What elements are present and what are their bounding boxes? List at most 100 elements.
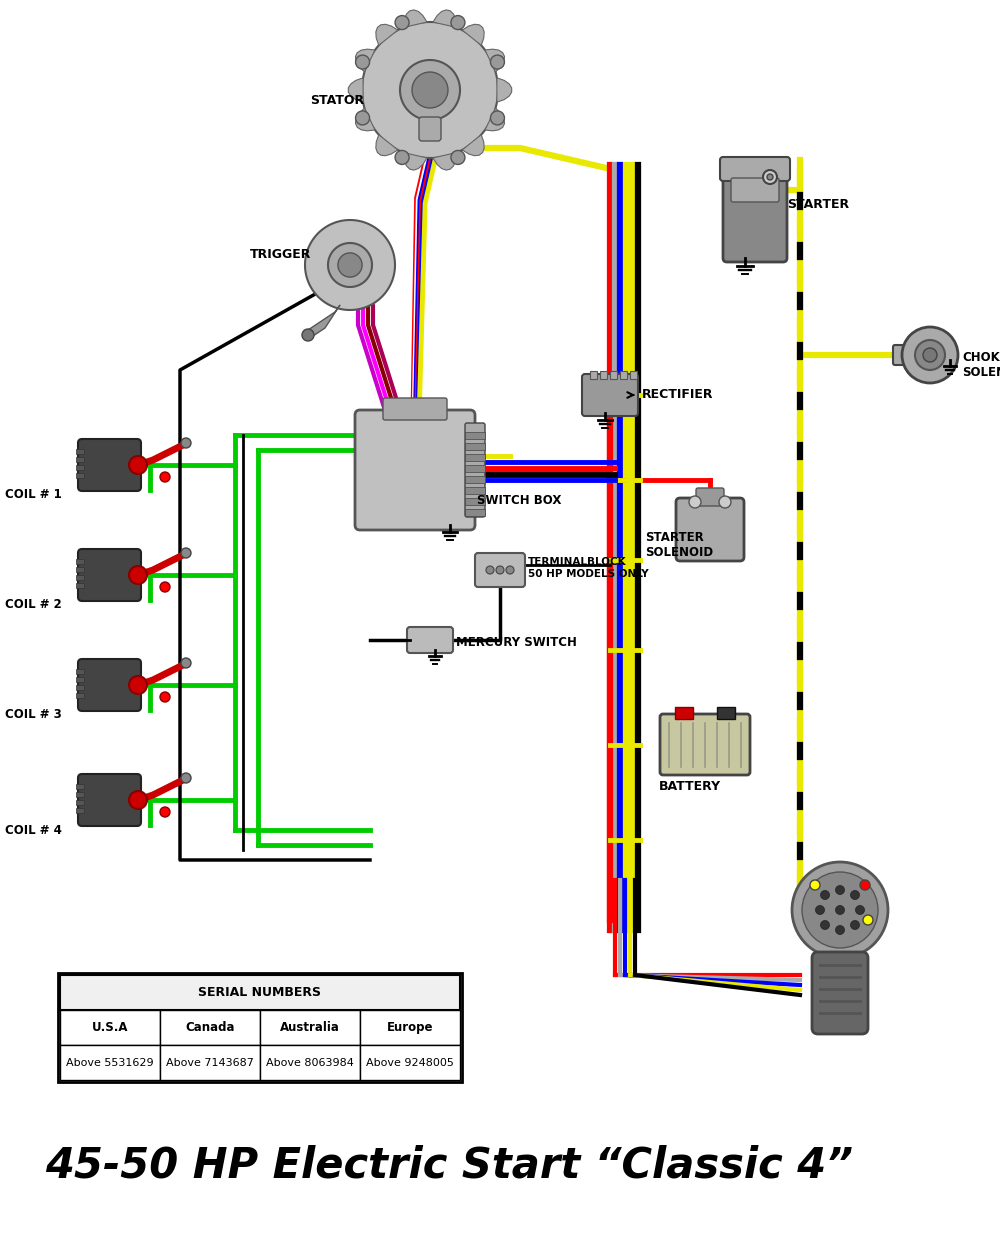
Bar <box>58 973 462 1083</box>
Bar <box>76 677 84 682</box>
Polygon shape <box>355 49 375 72</box>
Polygon shape <box>355 109 375 131</box>
Bar <box>60 1046 160 1080</box>
Bar <box>620 371 627 379</box>
Bar <box>465 476 485 483</box>
FancyBboxPatch shape <box>78 774 141 826</box>
Circle shape <box>181 773 191 783</box>
Polygon shape <box>376 134 398 155</box>
Circle shape <box>412 72 448 109</box>
Text: BATTERY: BATTERY <box>659 780 721 794</box>
FancyBboxPatch shape <box>78 439 141 491</box>
Bar <box>610 371 617 379</box>
Bar <box>76 670 84 674</box>
Circle shape <box>689 496 701 508</box>
Circle shape <box>129 792 147 809</box>
Circle shape <box>451 150 465 164</box>
Bar <box>260 1046 360 1080</box>
Bar <box>360 1046 460 1080</box>
Polygon shape <box>362 22 498 158</box>
Bar <box>76 457 84 462</box>
Circle shape <box>923 348 937 363</box>
Circle shape <box>129 456 147 473</box>
Polygon shape <box>376 25 398 46</box>
Circle shape <box>836 926 844 935</box>
Bar <box>76 575 84 580</box>
FancyBboxPatch shape <box>78 549 141 600</box>
Text: U.S.A: U.S.A <box>92 1021 128 1034</box>
Circle shape <box>816 905 824 915</box>
Polygon shape <box>403 153 427 170</box>
Circle shape <box>820 921 830 930</box>
Bar <box>76 686 84 690</box>
Text: STARTER
SOLENOID: STARTER SOLENOID <box>645 531 713 559</box>
Polygon shape <box>462 134 484 155</box>
FancyBboxPatch shape <box>465 423 485 517</box>
Bar <box>465 498 485 506</box>
Circle shape <box>486 566 494 575</box>
Circle shape <box>506 566 514 575</box>
FancyBboxPatch shape <box>475 552 525 587</box>
Circle shape <box>490 55 504 69</box>
Text: TRIGGER: TRIGGER <box>250 249 311 261</box>
Circle shape <box>160 472 170 482</box>
Text: SWITCH BOX: SWITCH BOX <box>477 493 561 507</box>
Text: SERIAL NUMBERS: SERIAL NUMBERS <box>198 986 322 999</box>
FancyBboxPatch shape <box>723 169 787 261</box>
Text: RECTIFIER: RECTIFIER <box>642 388 714 402</box>
Polygon shape <box>305 305 340 338</box>
Text: Above 9248005: Above 9248005 <box>366 1058 454 1068</box>
Polygon shape <box>403 10 427 27</box>
FancyBboxPatch shape <box>383 398 447 420</box>
Text: MERCURY SWITCH: MERCURY SWITCH <box>456 635 577 649</box>
Circle shape <box>181 547 191 559</box>
Polygon shape <box>328 243 372 287</box>
Bar <box>465 465 485 472</box>
Text: Above 5531629: Above 5531629 <box>66 1058 154 1068</box>
Bar <box>60 975 460 1010</box>
Circle shape <box>496 566 504 575</box>
FancyBboxPatch shape <box>355 411 475 530</box>
Circle shape <box>860 880 870 890</box>
Text: CHOKE
SOLENOID: CHOKE SOLENOID <box>962 351 1000 379</box>
Circle shape <box>856 905 864 915</box>
Bar <box>465 432 485 439</box>
Text: COIL # 4: COIL # 4 <box>5 824 62 836</box>
Circle shape <box>338 253 362 277</box>
Bar <box>260 1010 360 1046</box>
FancyBboxPatch shape <box>676 498 744 561</box>
Bar <box>76 559 84 563</box>
Circle shape <box>160 808 170 817</box>
Polygon shape <box>433 10 457 27</box>
FancyBboxPatch shape <box>407 628 453 653</box>
Text: TERMINALBLOCK
50 HP MODELS ONLY: TERMINALBLOCK 50 HP MODELS ONLY <box>528 557 649 578</box>
Circle shape <box>802 872 878 948</box>
FancyBboxPatch shape <box>731 178 779 202</box>
Circle shape <box>719 496 731 508</box>
Circle shape <box>395 150 409 164</box>
Text: Canada: Canada <box>185 1021 235 1034</box>
Bar <box>160 1010 260 1046</box>
Text: Europe: Europe <box>387 1021 433 1034</box>
Polygon shape <box>485 49 505 72</box>
Bar <box>76 583 84 588</box>
Circle shape <box>302 329 314 342</box>
Text: COIL # 2: COIL # 2 <box>5 598 62 612</box>
Bar <box>76 449 84 454</box>
FancyBboxPatch shape <box>696 488 724 506</box>
Text: STARTER: STARTER <box>787 199 849 212</box>
Text: Australia: Australia <box>280 1021 340 1034</box>
Text: Above 7143687: Above 7143687 <box>166 1058 254 1068</box>
Polygon shape <box>348 78 363 102</box>
Circle shape <box>160 692 170 702</box>
Bar <box>590 371 597 379</box>
Text: COIL # 1: COIL # 1 <box>5 488 62 502</box>
Polygon shape <box>433 153 457 170</box>
Polygon shape <box>485 109 505 131</box>
FancyBboxPatch shape <box>78 658 141 711</box>
Circle shape <box>395 16 409 30</box>
Bar <box>465 509 485 515</box>
Bar <box>76 800 84 805</box>
Bar <box>76 792 84 797</box>
Bar <box>675 707 693 719</box>
